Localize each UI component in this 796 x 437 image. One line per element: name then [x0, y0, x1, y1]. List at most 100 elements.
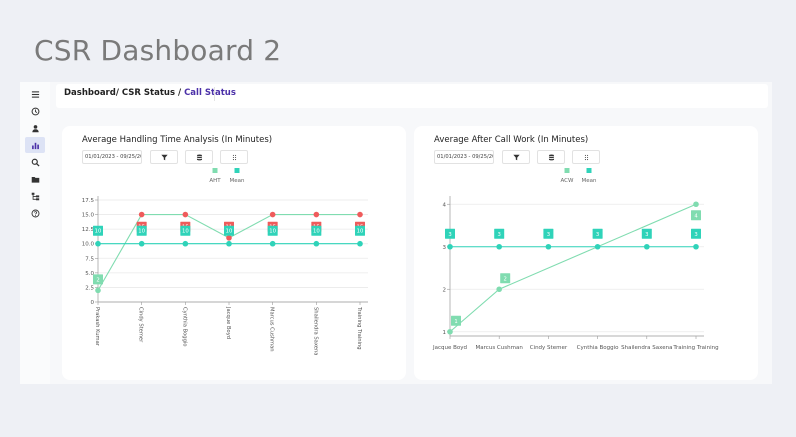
data-point	[357, 240, 363, 247]
y-tick-label: 5.0	[85, 271, 94, 277]
data-point	[138, 240, 145, 247]
data-point	[447, 243, 453, 250]
breadcrumb-current: Call Status	[184, 88, 236, 98]
data-label: 2	[96, 277, 99, 283]
data-label-box	[267, 225, 278, 236]
data-label: 10	[313, 229, 320, 235]
hierarchy-icon	[31, 192, 39, 200]
aht-filter-button[interactable]	[150, 150, 178, 164]
data-point	[496, 286, 502, 293]
folder-icon	[31, 176, 39, 183]
user-icon	[31, 124, 39, 132]
legend-label: Mean	[582, 178, 597, 184]
data-point	[644, 243, 650, 250]
data-point	[313, 240, 320, 247]
sidebar-item-user[interactable]	[25, 120, 45, 136]
legend-swatch	[586, 168, 592, 173]
x-tick-label: Marcus Cushman	[269, 307, 275, 352]
data-label-box	[592, 228, 603, 239]
data-label-box	[494, 228, 505, 239]
data-label-box	[691, 228, 701, 239]
aht-more-button[interactable]	[220, 150, 248, 164]
aht-database-button[interactable]	[185, 150, 213, 164]
aht-chart: AHT Mean 0 2.5 5.0 7.5 10.0 12.5 15.0 17.5 Prakash…	[82, 168, 368, 355]
legend-swatch	[234, 168, 240, 173]
y-tick-label: 15.0	[82, 213, 95, 219]
breadcrumb-dashboard[interactable]: Dashboard/	[64, 88, 122, 98]
data-label-box	[355, 225, 365, 236]
sidebar-item-help[interactable]	[25, 205, 45, 221]
menu-icon	[31, 90, 39, 98]
data-label: 1	[454, 319, 457, 325]
legend-label: Mean	[230, 178, 245, 184]
data-label-box	[180, 225, 191, 236]
sidebar-item-search[interactable]	[25, 154, 45, 170]
data-point	[138, 211, 145, 218]
data-point	[545, 243, 552, 250]
breadcrumb: Dashboard/ CSR Status / Call Status	[64, 88, 236, 98]
data-label: 4	[694, 213, 698, 219]
data-label: 10	[226, 229, 233, 235]
filter-icon	[160, 154, 168, 160]
aht-date-range-input[interactable]: 01/01/2023 - 09/25/2023	[82, 150, 142, 164]
x-tick-label: Cindy Stemer	[530, 345, 568, 351]
top-bar: Dashboard/ CSR Status / Call Status	[56, 84, 768, 108]
sidebar-item-files[interactable]	[25, 171, 45, 187]
data-point	[594, 243, 601, 250]
data-label-box	[93, 225, 103, 236]
acw-filter-button[interactable]	[502, 150, 530, 164]
data-point	[269, 240, 276, 247]
drag-dots-icon	[584, 154, 588, 160]
y-tick-label: 2.5	[85, 285, 94, 291]
x-tick-label: Shailendra Saxena	[621, 345, 672, 351]
data-label-box	[445, 228, 455, 239]
acw-more-button[interactable]	[572, 150, 600, 164]
data-label-box	[641, 228, 652, 239]
data-label: 10	[138, 229, 145, 235]
acw-database-button[interactable]	[537, 150, 565, 164]
sidebar	[20, 82, 50, 384]
data-label: 10	[182, 229, 189, 235]
x-tick-label: Cynthia Boggio	[577, 345, 620, 351]
sidebar-item-reports[interactable]	[25, 137, 45, 153]
y-tick-label: 3	[443, 245, 447, 251]
data-point	[313, 211, 320, 218]
data-label: 10	[95, 229, 102, 235]
data-label: 3	[596, 232, 599, 238]
legend-swatch	[564, 168, 570, 173]
data-point	[182, 240, 189, 247]
database-icon	[548, 153, 554, 160]
sidebar-item-history[interactable]	[25, 103, 45, 119]
help-icon	[31, 209, 39, 217]
clock-icon	[31, 107, 39, 115]
legend-label: ACW	[561, 178, 575, 184]
series-line	[449, 203, 697, 333]
x-tick-label: Shailendra Saxena	[312, 307, 318, 355]
data-label-box	[224, 225, 234, 236]
acw-date-range-input[interactable]: 01/01/2023 - 09/25/2023	[434, 150, 494, 164]
x-tick-label: Training Training	[356, 306, 362, 350]
data-label: 3	[694, 232, 697, 238]
sidebar-item-menu[interactable]	[25, 86, 45, 102]
data-point	[95, 287, 101, 294]
acw-chart: ACW Mean 1 2 3 4 Jacque Boyd Marcus Cushman Cind…	[432, 168, 719, 351]
y-tick-label: 1	[443, 330, 447, 336]
data-label-box	[93, 274, 103, 285]
y-tick-label: 12.5	[82, 227, 95, 233]
app-window: Dashboard/ CSR Status / Call Status Aver…	[20, 82, 772, 384]
y-tick-label: 17.5	[82, 198, 95, 204]
y-tick-label: 4	[443, 202, 447, 208]
acw-card: Average After Call Work (In Minutes) 01/…	[414, 126, 758, 380]
legend-label: AHT	[209, 178, 221, 184]
breadcrumb-csr-status[interactable]: CSR Status	[121, 88, 176, 98]
topbar-divider	[214, 87, 215, 101]
aht-card-title: Average Handling Time Analysis (In Minut…	[82, 135, 273, 145]
database-icon	[196, 153, 202, 160]
data-label-box	[543, 228, 554, 239]
data-label: 10	[269, 229, 276, 235]
data-point	[496, 243, 502, 250]
data-point	[226, 235, 232, 241]
x-tick-label: Marcus Cushman	[476, 345, 524, 351]
data-point	[226, 240, 232, 247]
sidebar-item-hierarchy[interactable]	[25, 188, 45, 204]
